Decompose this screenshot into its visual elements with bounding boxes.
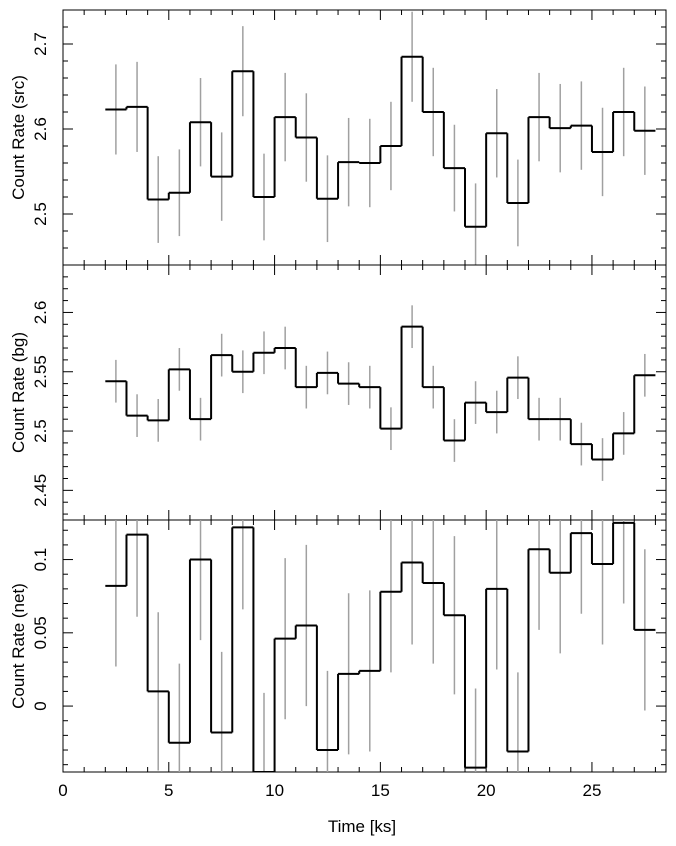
y-tick-label: 2.6 <box>31 117 50 141</box>
y-tick-label: 2.5 <box>31 419 50 443</box>
y-tick-label: 0 <box>31 701 50 710</box>
panel-frame <box>62 9 667 266</box>
error-bars <box>115 11 646 265</box>
panel-frame <box>62 264 667 521</box>
y-tick-label: 2.5 <box>31 202 50 226</box>
y-tick-label: 2.6 <box>31 301 50 325</box>
x-tick-label: 0 <box>58 781 67 800</box>
y-tick-label: 0.05 <box>31 616 50 649</box>
y-axis-label: Count Rate (bg) <box>9 332 28 453</box>
x-axis-tick-labels: 0 5 10 15 20 25 <box>58 781 601 800</box>
y-tick-label: 0.1 <box>31 548 50 572</box>
x-tick-label: 25 <box>582 781 601 800</box>
y-tick-label: 2.45 <box>31 474 50 507</box>
step-line <box>105 521 656 772</box>
panel-frame <box>62 519 667 773</box>
x-tick-label: 15 <box>371 781 390 800</box>
x-tick-label: 10 <box>265 781 284 800</box>
x-tick-label: 5 <box>164 781 173 800</box>
step-line <box>105 325 656 461</box>
y-tick-label: 2.7 <box>31 32 50 56</box>
x-tick-label: 20 <box>477 781 496 800</box>
y-tick-label: 2.55 <box>31 355 50 388</box>
y-axis-label: Count Rate (net) <box>9 583 28 709</box>
step-line <box>105 55 656 228</box>
y-axis-label: Count Rate (src) <box>9 75 28 200</box>
x-axis-label: Time [ks] <box>328 817 396 836</box>
